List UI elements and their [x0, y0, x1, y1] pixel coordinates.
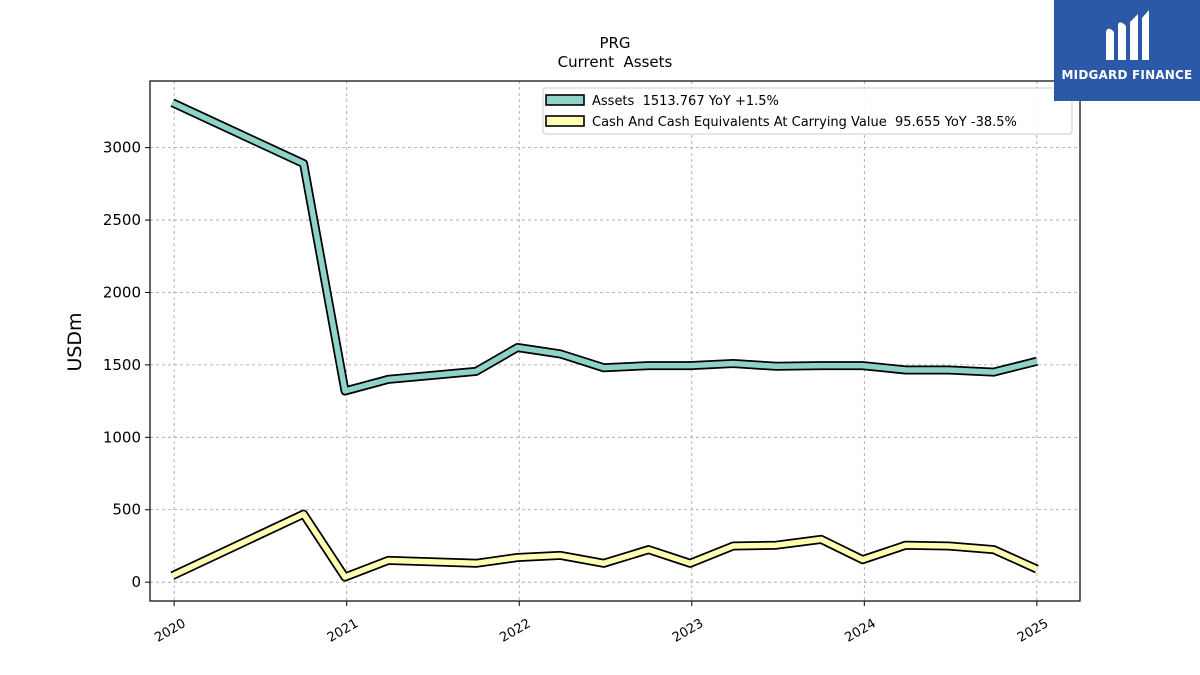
x-tick-label: 2025 [1015, 616, 1051, 646]
y-tick-label: 1000 [103, 428, 141, 446]
x-tick-label: 2022 [497, 616, 533, 646]
axis-ticks: 0 500 1000 1500 2000 2500 3000 2020 2021 2022 2023… [103, 139, 1051, 646]
x-tick-label: 2024 [842, 616, 878, 646]
y-tick-label: 2000 [103, 283, 141, 301]
legend: Assets 1513.767 YoY +1.5% Cash And Cash … [542, 87, 1073, 135]
x-tick-label: 2021 [325, 616, 361, 646]
series-outline-0 [170, 98, 1038, 396]
chart-title: PRG [599, 34, 630, 52]
legend-label-assets: Assets 1513.767 YoY +1.5% [592, 94, 779, 109]
y-tick-label: 0 [131, 573, 141, 591]
logo-text: MIDGARD FINANCE [1061, 68, 1193, 82]
legend-swatch-cash [545, 115, 585, 127]
series-line-1 [171, 511, 1039, 580]
y-tick-label: 1500 [103, 356, 141, 374]
legend-label-cash: Cash And Cash Equivalents At Carrying Va… [592, 115, 1017, 130]
y-axis-label: USDm [64, 312, 86, 371]
series-lines [170, 98, 1039, 582]
legend-swatch-assets [545, 94, 585, 106]
plot-frame [149, 80, 1081, 602]
y-tick-label: 3000 [103, 139, 141, 157]
y-tick-label: 2500 [103, 211, 141, 229]
legend-frame [542, 87, 1073, 135]
midgard-finance-logo: MIDGARD FINANCE [1054, 0, 1200, 101]
x-tick-label: 2023 [670, 616, 706, 646]
y-tick-label: 500 [112, 501, 141, 519]
series-line-0 [171, 100, 1038, 394]
midgard-logo-icon [1106, 10, 1149, 60]
chart-subtitle: Current Assets [558, 53, 673, 71]
x-tick-label: 2020 [152, 616, 188, 646]
